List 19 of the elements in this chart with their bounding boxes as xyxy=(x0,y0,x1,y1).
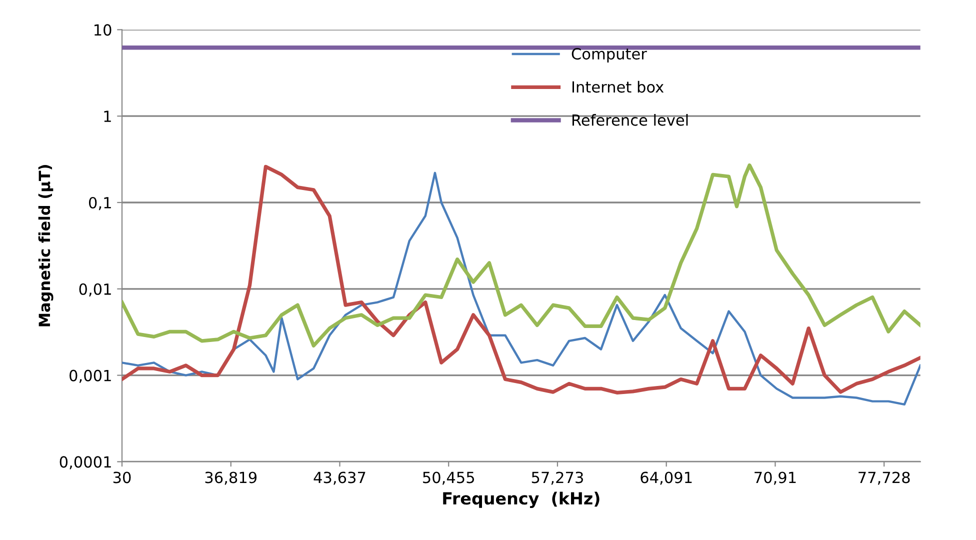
x-tick-label: 50,455 xyxy=(423,472,474,485)
y-tick-label: 0,001 xyxy=(70,370,111,383)
legend-label: Reference level xyxy=(572,114,688,126)
legend-label: Computer xyxy=(572,48,647,63)
x-axis-title: Frequency (kHz) xyxy=(443,492,600,508)
x-tick-label: 43,637 xyxy=(314,472,366,485)
x-tick-label: 36,819 xyxy=(205,472,257,485)
x-tick-label: 77,728 xyxy=(858,472,910,485)
y-tick-label: 0,01 xyxy=(79,283,111,296)
y-tick-label: 10 xyxy=(94,24,112,36)
x-tick-label: 70,91 xyxy=(754,472,796,485)
x-tick-label: 57,273 xyxy=(532,472,583,485)
legend-label: Internet box xyxy=(572,80,664,93)
y-tick-label: 0,1 xyxy=(88,196,111,210)
y-axis-title: Magnetic field (µT) xyxy=(38,165,54,326)
y-tick-label: 0,0001 xyxy=(60,456,111,470)
x-tick-label: 30 xyxy=(113,472,131,484)
x-tick-label: 64,091 xyxy=(640,472,692,485)
y-tick-label: 1 xyxy=(104,110,111,122)
